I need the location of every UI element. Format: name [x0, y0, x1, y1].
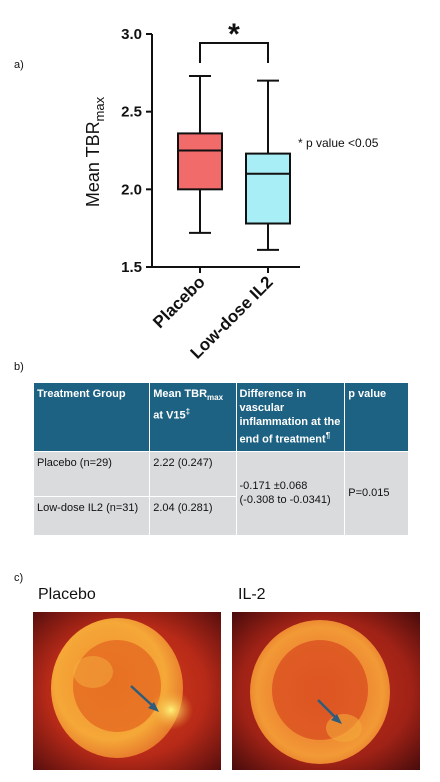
box-plot-chart: 1.52.02.53.0 *Mean TBRmaxPlaceboLow-dose … — [83, 18, 300, 363]
significance-note: * p value <0.05 — [298, 136, 379, 150]
cell-group: Placebo (n=29) — [32, 450, 151, 497]
panel-label-b: b) — [14, 361, 24, 373]
cell-difference: -0.171 ±0.068 (-0.308 to -0.0341) — [235, 450, 346, 536]
header-mean-tbr: Mean TBRmax at V15‡ — [149, 382, 237, 452]
y-axis-label: Mean TBRmax — [83, 96, 107, 207]
cell-group: Low-dose IL2 (n=31) — [32, 495, 151, 536]
y-tick-label: 1.5 — [121, 259, 142, 276]
header-difference: Difference in vascular inflammation at t… — [235, 382, 346, 452]
box-iqr — [245, 152, 291, 225]
cell-mean: 2.22 (0.247) — [149, 450, 237, 497]
box-placebo — [177, 74, 223, 234]
header-treatment-group: Treatment Group — [32, 382, 151, 452]
pet-scan-il2 — [232, 612, 420, 770]
pet-scan-placebo — [33, 612, 221, 770]
table-row: Low-dose IL2 (n=31) 2.04 (0.281) — [32, 495, 409, 536]
y-tick-label: 2.0 — [121, 181, 142, 198]
image-label-placebo: Placebo — [38, 586, 96, 603]
results-table: Treatment Group Mean TBRmax at V15‡ Diff… — [32, 382, 409, 536]
box-iqr — [177, 132, 223, 191]
box-low-dose-il2 — [245, 79, 291, 251]
table-header-row: Treatment Group Mean TBRmax at V15‡ Diff… — [32, 382, 409, 452]
y-tick-label: 2.5 — [121, 104, 142, 121]
table-row: Placebo (n=29) 2.22 (0.247) -0.171 ±0.06… — [32, 450, 409, 536]
panel-label-a: a) — [14, 59, 24, 71]
y-tick-label: 3.0 — [121, 26, 142, 43]
header-p-value: p value — [344, 382, 409, 452]
cell-p-value: P=0.015 — [344, 450, 409, 536]
image-label-il2: IL-2 — [238, 586, 266, 603]
panel-label-c: c) — [14, 572, 24, 584]
significance-star: * — [228, 18, 240, 51]
cell-mean: 2.04 (0.281) — [149, 495, 237, 536]
x-category-label: Placebo — [149, 272, 209, 332]
significance-bracket — [199, 42, 269, 63]
